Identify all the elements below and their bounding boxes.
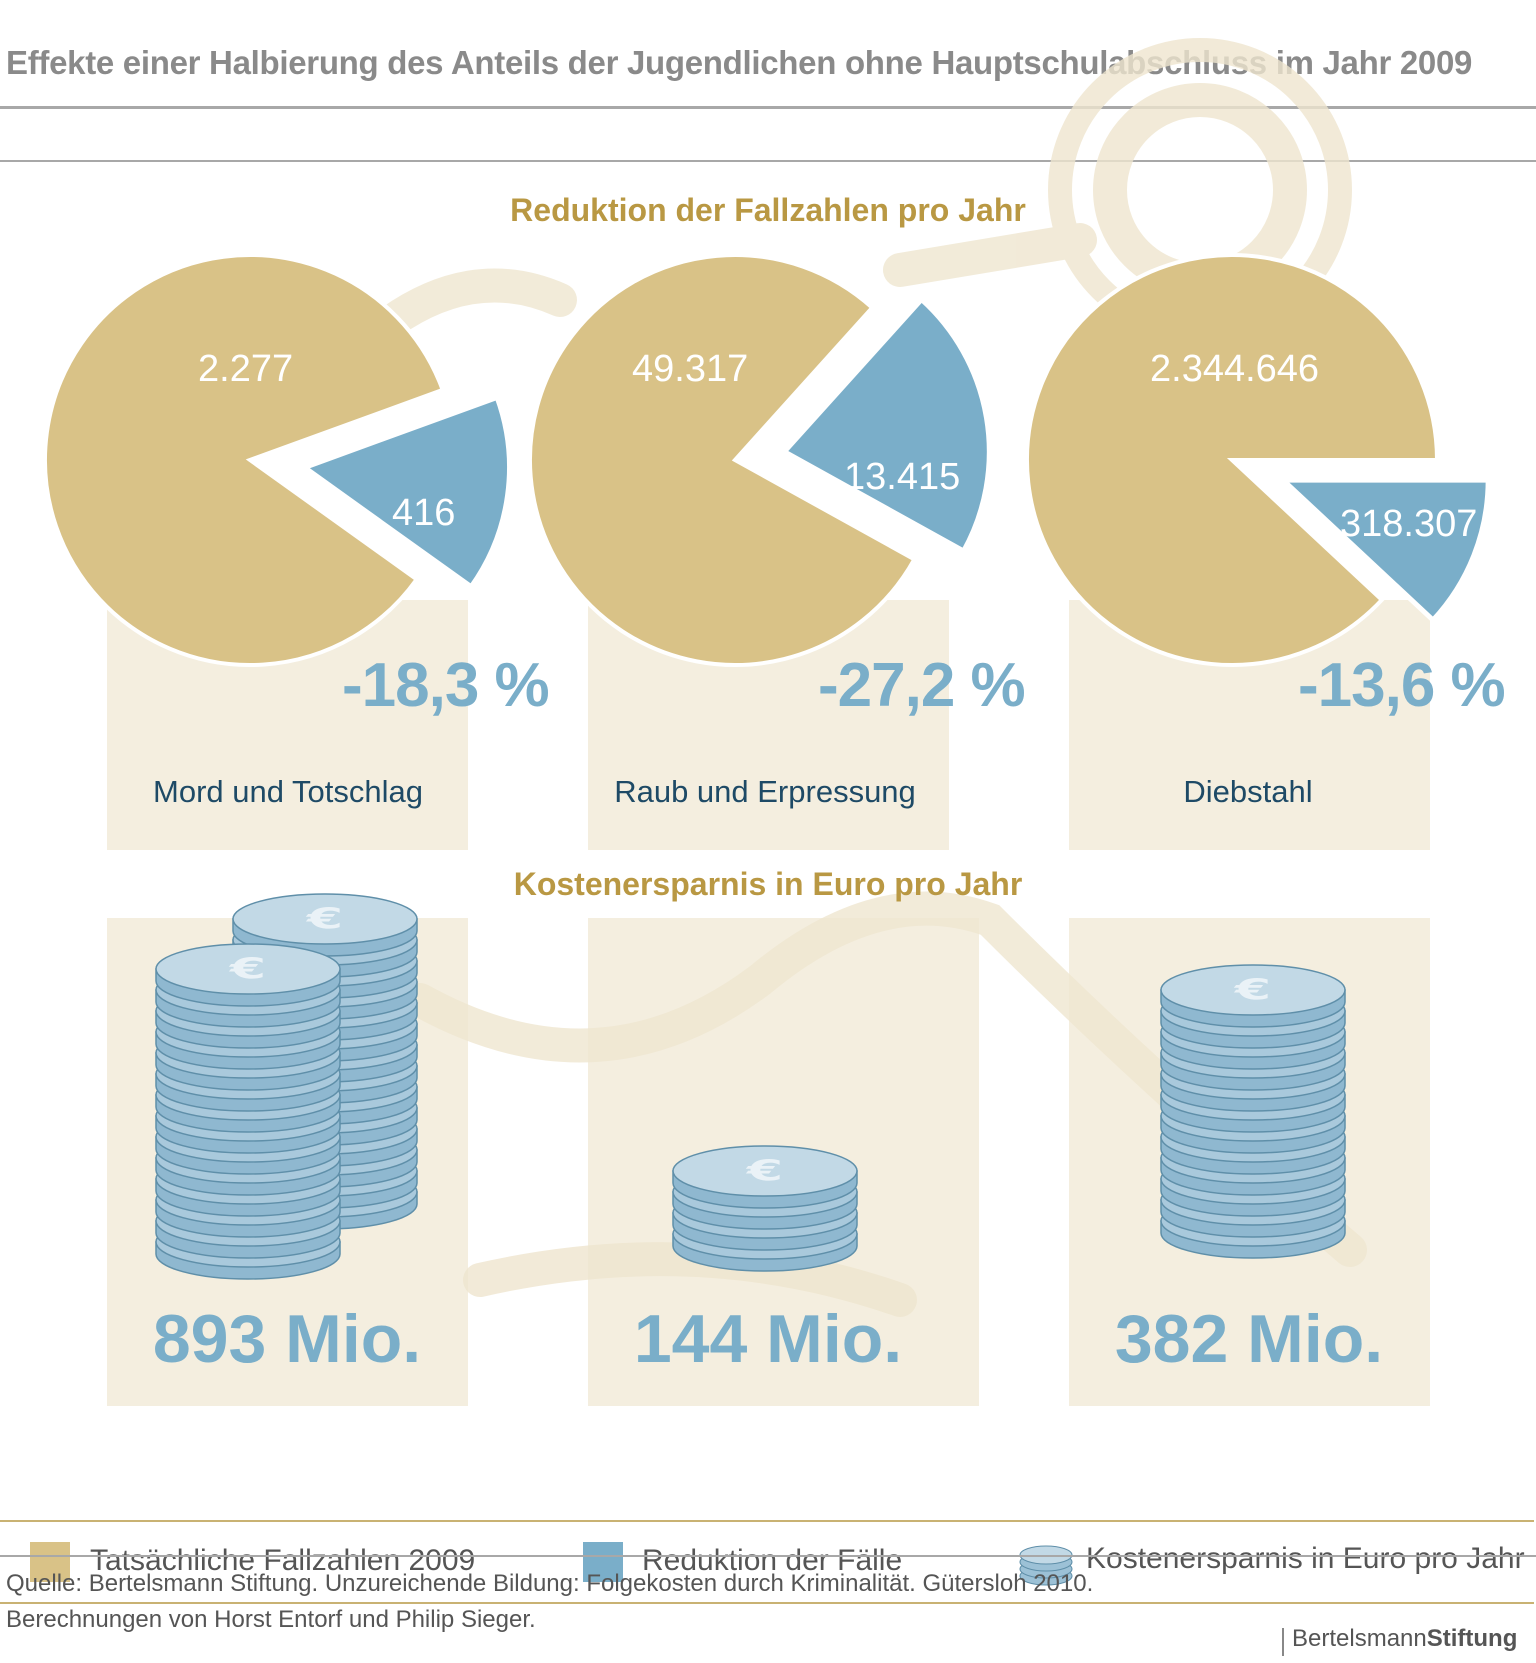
logo-part-1: Bertelsmann [1292, 1625, 1427, 1652]
cost-value-mord: 893 Mio. [152, 1301, 422, 1377]
source-line-2: Berechnungen von Horst Entorf und Philip… [6, 1606, 536, 1633]
euro-icon: € [306, 902, 343, 935]
coin-face [155, 943, 341, 995]
category-label-mord: Mord und Totschlag [153, 774, 423, 809]
coin-stack-1-0: € [672, 1145, 858, 1272]
pie-value-reduction-mord: 416 [392, 492, 456, 534]
bertelsmann-stiftung-logo: BertelsmannStiftung [1292, 1625, 1517, 1653]
pie-value-actual-raub: 49.317 [632, 348, 749, 390]
pie-slice-actual-0 [43, 253, 446, 667]
logo-part-2: Stiftung [1426, 1625, 1518, 1652]
percent-diebstahl: -13,6 % [1298, 651, 1506, 720]
coin-stack-2-0: € [1160, 964, 1346, 1259]
pie-value-reduction-diebstahl: 318.307 [1340, 503, 1478, 545]
cost-value-raub: 144 Mio. [633, 1301, 903, 1377]
legend-swatch-reduction [583, 1542, 623, 1582]
legend: Tatsächliche Fallzahlen 2009 Reduktion d… [0, 1520, 1534, 1604]
percent-mord: -18,3 % [342, 651, 550, 720]
legend-swatch-actual [30, 1542, 70, 1582]
euro-icon: € [1234, 973, 1271, 1006]
legend-label-actual: Tatsächliche Fallzahlen 2009 [90, 1544, 476, 1577]
coin-face [672, 1145, 858, 1197]
euro-icon: € [229, 952, 266, 985]
footer-divider [0, 1555, 1536, 1557]
coin-face [1160, 964, 1346, 1016]
percent-raub: -27,2 % [818, 651, 1026, 720]
pie-value-actual-diebstahl: 2.344.646 [1150, 348, 1320, 390]
coin-stack-0-1: € [155, 943, 341, 1280]
legend-label-reduction: Reduktion der Fälle [642, 1544, 903, 1577]
source-line-1: Quelle: Bertelsmann Stiftung. Unzureiche… [6, 1570, 1094, 1597]
coin-face [232, 893, 418, 945]
section-title-fallzahlen: Reduktion der Fallzahlen pro Jahr [510, 192, 1026, 228]
coin-stack-icon [1019, 1545, 1073, 1586]
category-label-raub: Raub und Erpressung [614, 774, 916, 809]
section-divider [0, 160, 1536, 162]
legend-label-cost: Kostenersparnis in Euro pro Jahr [1086, 1542, 1525, 1575]
pie-slice-actual-1 [528, 253, 918, 667]
pie-slice-actual-2 [1025, 253, 1440, 667]
pie-slice-reduction-2 [1276, 477, 1491, 624]
pie-value-actual-mord: 2.277 [198, 348, 294, 390]
cost-value-diebstahl: 382 Mio. [1114, 1301, 1384, 1377]
pie-value-reduction-raub: 13.415 [844, 456, 961, 498]
euro-icon: € [746, 1154, 783, 1187]
section-title-kosten: Kostenersparnis in Euro pro Jahr [513, 866, 1023, 902]
title-divider [0, 106, 1536, 109]
pie-slice-reduction-1 [780, 295, 992, 555]
pie-slice-reduction-0 [299, 394, 512, 591]
category-label-diebstahl: Diebstahl [1183, 774, 1313, 809]
logo-divider [1282, 1628, 1284, 1656]
